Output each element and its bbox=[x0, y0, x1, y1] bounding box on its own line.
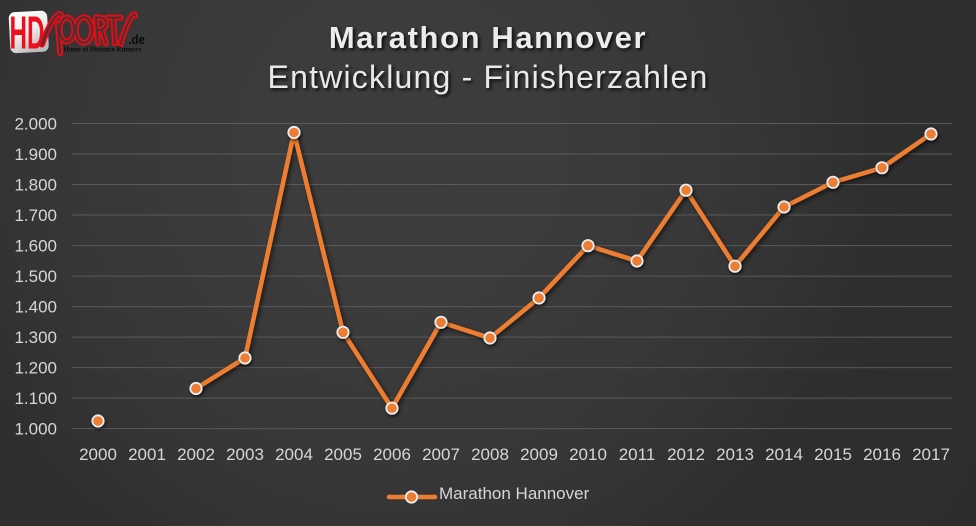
svg-text:1.200: 1.200 bbox=[14, 359, 57, 378]
svg-text:2.000: 2.000 bbox=[14, 115, 57, 134]
svg-text:1.800: 1.800 bbox=[14, 176, 57, 195]
svg-text:2017: 2017 bbox=[912, 445, 950, 464]
svg-text:Marathon Hannover: Marathon Hannover bbox=[439, 484, 590, 503]
svg-text:2013: 2013 bbox=[716, 445, 754, 464]
svg-text:Home of Distance Runners: Home of Distance Runners bbox=[64, 46, 142, 54]
svg-text:2008: 2008 bbox=[471, 445, 509, 464]
svg-text:2012: 2012 bbox=[667, 445, 705, 464]
svg-text:.de: .de bbox=[129, 32, 146, 47]
svg-text:1.400: 1.400 bbox=[14, 298, 57, 317]
svg-text:2004: 2004 bbox=[275, 445, 313, 464]
svg-text:2016: 2016 bbox=[863, 445, 901, 464]
svg-text:2011: 2011 bbox=[619, 445, 656, 464]
svg-text:2005: 2005 bbox=[324, 445, 362, 464]
svg-text:1.300: 1.300 bbox=[14, 328, 57, 347]
svg-text:1.700: 1.700 bbox=[14, 206, 57, 225]
svg-text:2001: 2001 bbox=[128, 445, 166, 464]
svg-text:2010: 2010 bbox=[569, 445, 607, 464]
svg-text:2002: 2002 bbox=[177, 445, 215, 464]
svg-text:1.900: 1.900 bbox=[14, 145, 57, 164]
svg-text:2006: 2006 bbox=[373, 445, 411, 464]
svg-text:1.600: 1.600 bbox=[14, 237, 57, 256]
svg-text:2009: 2009 bbox=[520, 445, 558, 464]
svg-text:1.500: 1.500 bbox=[14, 267, 57, 286]
svg-text:2015: 2015 bbox=[814, 445, 852, 464]
svg-text:2003: 2003 bbox=[226, 445, 264, 464]
svg-text:2014: 2014 bbox=[765, 445, 803, 464]
svg-text:2007: 2007 bbox=[422, 445, 460, 464]
svg-text:1.000: 1.000 bbox=[14, 420, 57, 439]
svg-text:2000: 2000 bbox=[79, 445, 117, 464]
svg-text:HD: HD bbox=[10, 7, 45, 59]
svg-text:1.100: 1.100 bbox=[14, 389, 57, 408]
